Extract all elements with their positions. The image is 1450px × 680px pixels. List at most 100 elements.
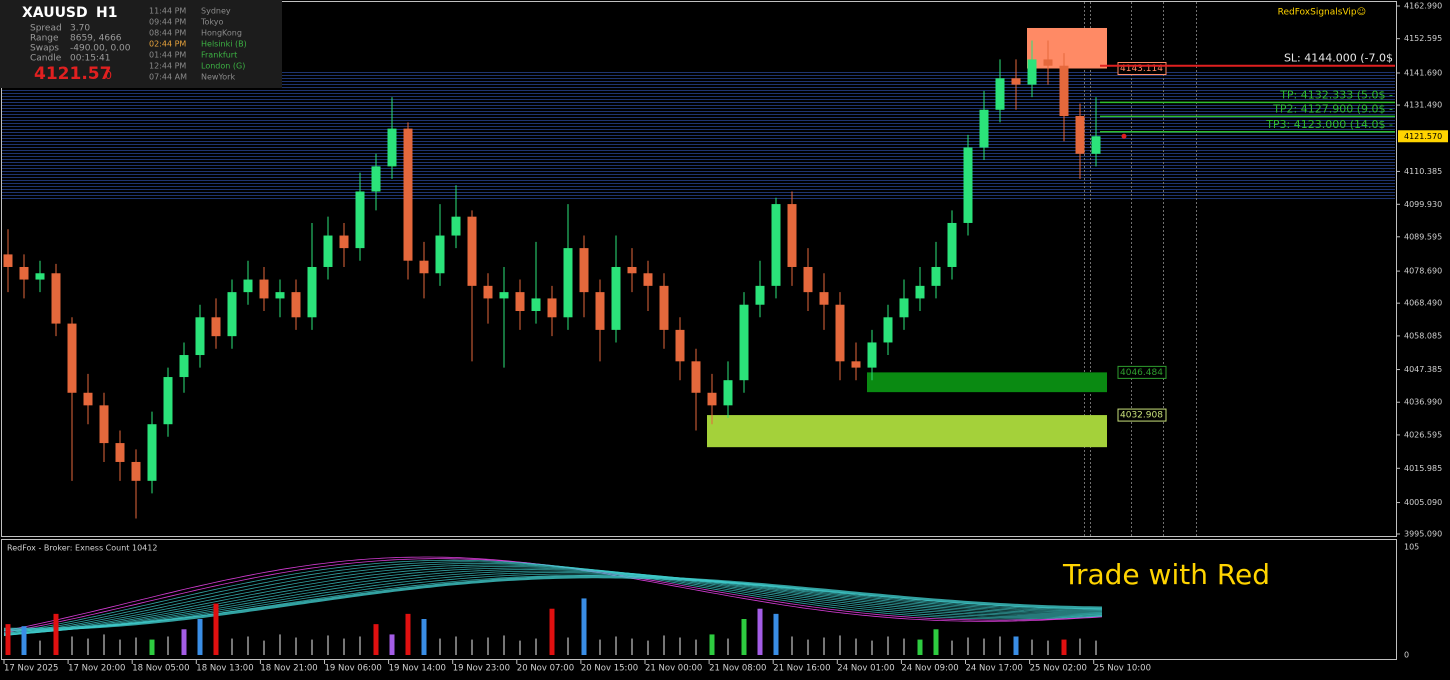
ribbon-line — [3, 572, 1102, 634]
candle-body — [275, 292, 285, 299]
histogram-bar — [773, 613, 779, 655]
histogram-bar — [21, 626, 27, 655]
candle-body — [691, 361, 701, 393]
histogram-bar — [631, 638, 633, 655]
histogram-bar — [39, 640, 41, 655]
histogram-bar — [1031, 639, 1033, 655]
candle-body — [947, 222, 957, 267]
y-tick-label: 3995.090 — [1404, 530, 1442, 539]
y-tick-label: 4015.985 — [1404, 464, 1442, 473]
histogram-bar — [967, 637, 969, 655]
histogram-bar — [405, 613, 411, 655]
histogram-bar — [119, 639, 121, 655]
candle-body — [851, 361, 861, 368]
histogram-bar — [535, 638, 537, 655]
histogram-bar — [87, 638, 89, 655]
y-tick-label: 4058.085 — [1404, 331, 1442, 340]
candle-body — [643, 273, 653, 286]
candle-body — [1011, 78, 1021, 85]
candle-body — [227, 292, 237, 337]
candle-body — [371, 166, 381, 192]
histogram-bar — [887, 636, 889, 655]
candle-body — [483, 285, 493, 299]
candle-body — [611, 266, 621, 330]
zone-label: 4032.908 — [1120, 411, 1163, 421]
histogram-bar — [679, 637, 681, 655]
x-tick-label: 18 Nov 13:00 — [196, 664, 253, 674]
candle-body — [355, 191, 365, 249]
candle-body — [755, 285, 765, 305]
candle-body — [579, 248, 589, 293]
histogram-bar — [567, 637, 569, 655]
histogram-bar — [103, 634, 105, 655]
candle-body — [707, 392, 717, 406]
candle-body — [307, 266, 317, 318]
candle-body — [563, 248, 573, 318]
info-value: -490.00, 0.00 — [70, 44, 131, 54]
price-dot — [1121, 133, 1127, 139]
session-city: Tokyo — [200, 18, 224, 27]
session-time: 12:44 PM — [149, 62, 186, 71]
histogram-bar — [903, 638, 905, 655]
session-time: 11:44 PM — [149, 7, 186, 16]
session-time: 07:44 AM — [149, 73, 187, 82]
histogram-bar — [263, 640, 265, 655]
histogram-bar — [839, 635, 841, 655]
indicator-chart: RedFox - Broker: Exness Count 10412 105 0 T… — [3, 543, 1419, 660]
candle-body — [515, 292, 525, 312]
session-city: Sydney — [201, 7, 231, 16]
y-tick-label: 4099.930 — [1404, 200, 1442, 209]
y-tick-label: 4078.690 — [1404, 267, 1442, 276]
ribbon-line — [3, 573, 1103, 633]
histogram-bar — [439, 638, 441, 655]
histogram-bar — [1079, 638, 1081, 655]
indicator-frame — [1, 539, 1397, 660]
candle-body — [979, 109, 989, 148]
histogram-bar — [53, 613, 59, 655]
candle-body — [531, 298, 541, 312]
candle-body — [115, 443, 125, 462]
zone-label-box — [1117, 365, 1167, 379]
histogram-bar — [1047, 640, 1049, 655]
histogram-bar — [487, 637, 489, 655]
histogram-bar — [951, 640, 953, 655]
ribbon-line — [3, 564, 1103, 636]
candle-body — [451, 216, 461, 236]
y-tick-label: 4036.990 — [1404, 398, 1442, 407]
histogram-bar — [1095, 640, 1097, 655]
zone-label-box — [1117, 408, 1167, 422]
main-frame — [1, 1, 1397, 537]
candle-body — [179, 355, 189, 378]
histogram-bar — [823, 637, 825, 655]
bid-price: 4121.57 — [34, 64, 111, 84]
x-tick-label: 20 Nov 15:00 — [581, 664, 638, 674]
x-tick-label: 17 Nov 20:00 — [68, 664, 125, 674]
zone-label: 4046.484 — [1120, 368, 1163, 378]
candle-body — [51, 273, 61, 324]
y-tick-label: 4005.090 — [1404, 498, 1442, 507]
histogram-bar — [1061, 639, 1067, 655]
current-price-box — [1398, 130, 1448, 143]
candle-body — [403, 128, 413, 261]
histogram-bar — [727, 638, 729, 655]
candle-body — [19, 266, 29, 280]
x-tick-label: 24 Nov 17:00 — [966, 664, 1023, 674]
candle-body — [675, 329, 685, 362]
histogram-bar — [279, 634, 281, 655]
info-key: Candle — [30, 54, 62, 64]
annotation: Trade with Red — [1062, 558, 1270, 591]
info-value: 00:15:41 — [70, 54, 110, 64]
histogram-bar — [807, 639, 809, 655]
candle-body — [211, 317, 221, 337]
histogram-bar — [1013, 636, 1019, 655]
session-city: Frankfurt — [201, 51, 237, 60]
y-tick-label: 4089.595 — [1404, 232, 1442, 241]
candle-body — [259, 279, 269, 299]
y-tick-label: 4026.595 — [1404, 430, 1442, 439]
candle-body — [883, 317, 893, 343]
histogram-bar — [549, 608, 555, 655]
trade-level-text: TP: 4132.333 (5.0$ - — [1279, 88, 1393, 101]
histogram-bar — [181, 629, 187, 655]
candle-body — [1043, 59, 1053, 66]
info-panel — [0, 0, 282, 88]
